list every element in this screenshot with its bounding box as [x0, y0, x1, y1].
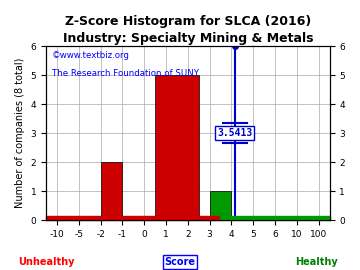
- Bar: [220, 216, 329, 220]
- Title: Z-Score Histogram for SLCA (2016)
Industry: Specialty Mining & Metals: Z-Score Histogram for SLCA (2016) Indust…: [63, 15, 313, 45]
- Bar: [100, 162, 122, 220]
- Text: Score: Score: [165, 257, 195, 267]
- Text: Healthy: Healthy: [296, 257, 338, 267]
- Bar: [210, 191, 231, 220]
- Text: Unhealthy: Unhealthy: [19, 257, 75, 267]
- Bar: [155, 75, 199, 220]
- Bar: [46, 216, 220, 220]
- Y-axis label: Number of companies (8 total): Number of companies (8 total): [15, 58, 25, 208]
- Text: 3.5413: 3.5413: [217, 128, 252, 138]
- Text: The Research Foundation of SUNY: The Research Foundation of SUNY: [52, 69, 199, 78]
- Text: ©www.textbiz.org: ©www.textbiz.org: [52, 51, 130, 60]
